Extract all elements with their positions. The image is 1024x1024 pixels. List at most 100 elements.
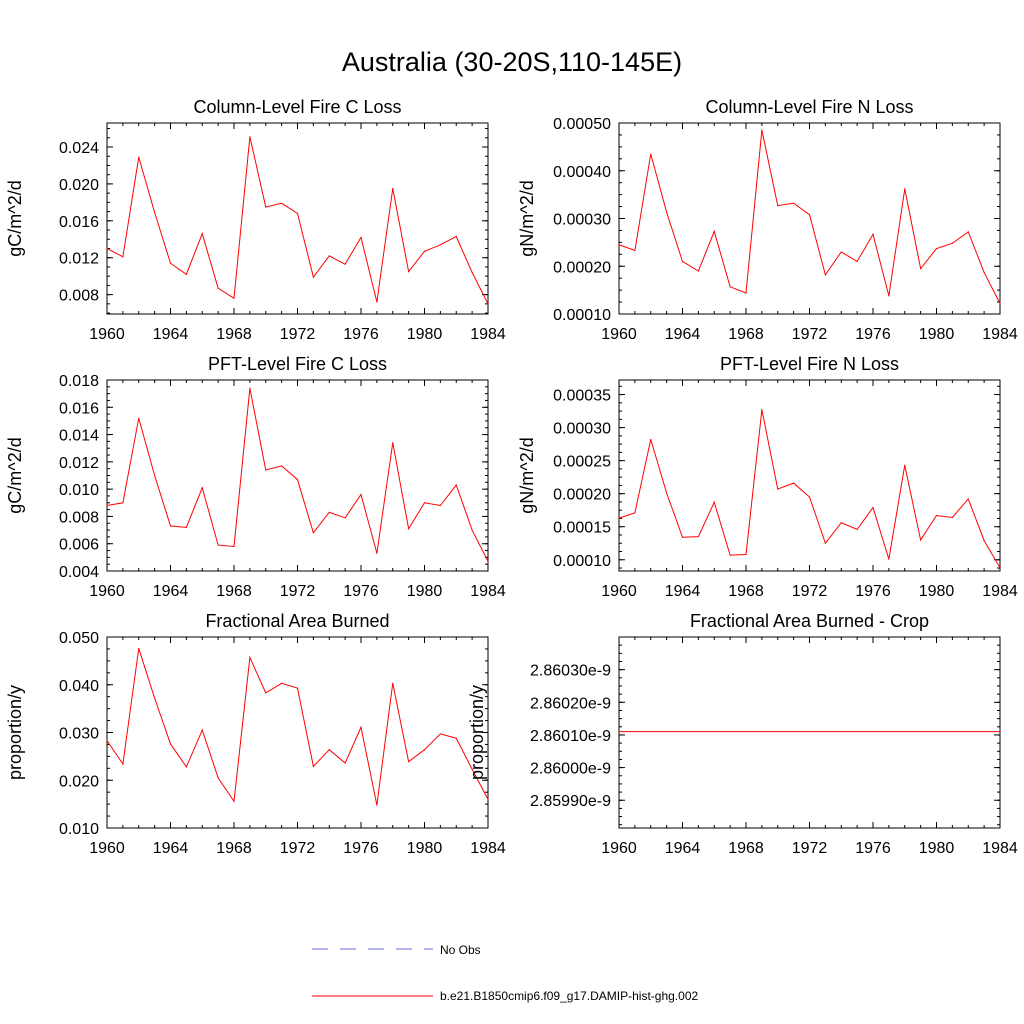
- data-point: [777, 205, 779, 207]
- data-point: [122, 256, 124, 258]
- y-tick-label: 0.004: [59, 564, 99, 581]
- data-point: [233, 545, 235, 548]
- data-point: [281, 682, 283, 684]
- data-point: [761, 129, 763, 131]
- data-point: [666, 211, 668, 213]
- panel-title: PFT-Level Fire N Loss: [720, 354, 899, 374]
- plot-frame: [618, 636, 1001, 829]
- x-tick-label: 1980: [407, 840, 443, 857]
- data-point: [777, 488, 779, 490]
- plot-frame: [618, 379, 1001, 572]
- data-point: [808, 496, 811, 498]
- x-tick-label: 1976: [343, 326, 379, 343]
- y-axis-label: gN/m^2/d: [517, 437, 537, 513]
- x-tick-label: 1980: [407, 326, 443, 343]
- x-tick-label: 1960: [601, 326, 637, 343]
- y-tick-label: 0.050: [59, 630, 99, 647]
- data-point: [487, 303, 489, 305]
- data-point: [106, 504, 108, 507]
- data-point: [729, 554, 731, 556]
- data-point: [344, 517, 346, 519]
- data-point: [281, 465, 283, 467]
- y-tick-label: 0.006: [59, 537, 99, 554]
- data-point: [983, 271, 985, 274]
- series-line: [106, 648, 489, 806]
- data-point: [201, 487, 203, 489]
- data-point: [618, 731, 620, 733]
- data-point: [824, 274, 826, 276]
- x-tick-label: 1968: [728, 840, 764, 857]
- data-point: [745, 553, 747, 556]
- data-point: [951, 516, 953, 519]
- data-point: [455, 737, 457, 739]
- x-tick-label: 1976: [855, 583, 891, 600]
- y-tick-label: 0.00020: [553, 259, 611, 276]
- data-point: [650, 153, 652, 155]
- y-tick-label: 0.024: [59, 140, 99, 157]
- data-point: [935, 514, 938, 517]
- y-axis-label: gC/m^2/d: [5, 437, 25, 513]
- x-tick-label: 1968: [728, 326, 764, 343]
- data-point: [840, 522, 842, 524]
- y-tick-label: 0.014: [59, 428, 99, 445]
- y-tick-label: 0.00030: [553, 421, 611, 438]
- data-point: [169, 262, 172, 264]
- data-point: [312, 276, 314, 278]
- x-tick-label: 1960: [601, 583, 637, 600]
- panel-title: PFT-Level Fire C Loss: [208, 354, 387, 374]
- data-point: [122, 502, 124, 504]
- x-tick-label: 1968: [216, 840, 252, 857]
- y-tick-label: 0.020: [59, 177, 99, 194]
- data-point: [951, 242, 953, 244]
- chart-panel-3: 1960 1964 1968 1972 1976 1980 1984 0.004 0.006 0.…: [5, 354, 506, 600]
- legend-label-no-obs: No Obs: [440, 943, 481, 957]
- y-tick-label: 0.00015: [553, 520, 611, 537]
- x-tick-label: 1972: [792, 840, 828, 857]
- data-point: [618, 517, 620, 519]
- x-tick-label: 1964: [153, 583, 189, 600]
- y-tick-label: 2.85990e-9: [530, 793, 611, 810]
- y-tick-label: 0.010: [59, 821, 99, 838]
- data-point: [487, 798, 489, 800]
- panel-title: Fractional Area Burned: [205, 611, 389, 631]
- x-tick-label: 1984: [982, 583, 1018, 600]
- data-point: [233, 800, 235, 802]
- data-point: [281, 202, 283, 204]
- data-point: [471, 768, 473, 770]
- y-axis-label: proportion/y: [5, 685, 25, 780]
- data-point: [217, 544, 219, 546]
- data-point: [634, 249, 636, 252]
- data-point: [793, 202, 795, 204]
- panel-title: Column-Level Fire N Loss: [705, 97, 913, 117]
- series-line: [618, 409, 1001, 568]
- panel-title: Fractional Area Burned - Crop: [690, 611, 929, 631]
- y-axis-label: proportion/y: [467, 685, 487, 780]
- x-tick-label: 1972: [280, 583, 316, 600]
- data-point: [455, 235, 457, 238]
- plot-frame: [618, 122, 1001, 315]
- data-point: [840, 251, 842, 253]
- x-tick-label: 1968: [728, 583, 764, 600]
- data-point: [328, 511, 330, 513]
- data-point: [185, 526, 187, 528]
- data-point: [471, 271, 473, 274]
- data-point: [265, 206, 267, 208]
- x-tick-label: 1960: [89, 840, 125, 857]
- data-point: [423, 749, 426, 751]
- data-point: [360, 726, 362, 728]
- chart-panel-5: 1960 1964 1968 1972 1976 1980 1984 0.010 0.020 0.…: [5, 611, 506, 857]
- y-tick-label: 0.00050: [553, 116, 611, 133]
- x-tick-label: 1960: [89, 583, 125, 600]
- data-point: [328, 749, 330, 751]
- x-tick-label: 1976: [343, 840, 379, 857]
- data-point: [423, 250, 426, 252]
- data-point: [439, 244, 441, 246]
- data-point: [856, 528, 858, 530]
- y-tick-label: 0.00010: [553, 553, 611, 570]
- plot-frame: [106, 636, 489, 829]
- series-line: [618, 130, 1001, 304]
- data-point: [138, 417, 140, 419]
- y-tick-label: 0.00025: [553, 454, 611, 471]
- data-point: [999, 567, 1001, 569]
- data-point: [392, 682, 394, 684]
